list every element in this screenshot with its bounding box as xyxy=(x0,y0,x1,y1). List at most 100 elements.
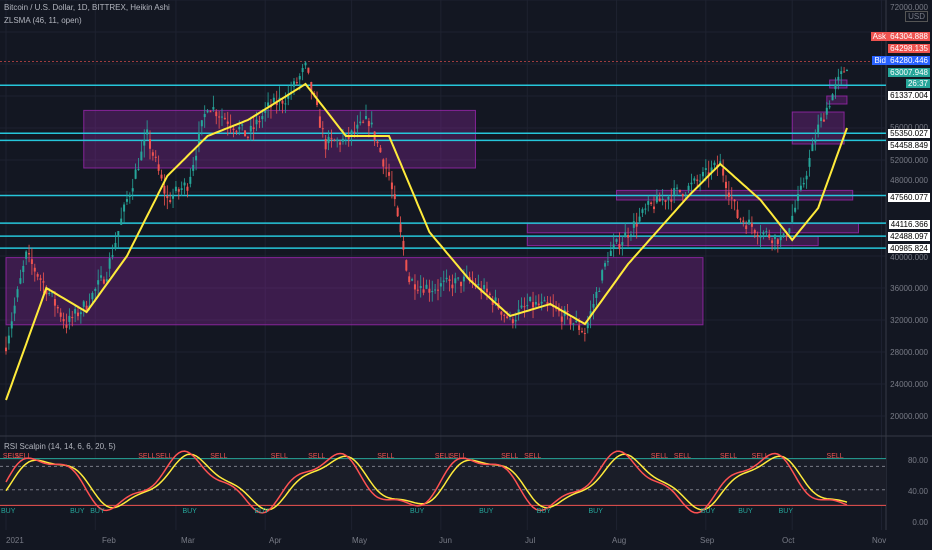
sell-signal: SELL xyxy=(210,453,227,460)
candle-body xyxy=(160,174,163,179)
candle-body xyxy=(295,82,298,84)
candle-body xyxy=(22,265,25,273)
candle-body xyxy=(223,117,226,120)
candle-body xyxy=(163,186,166,194)
candle-body xyxy=(218,116,221,118)
candle-body xyxy=(460,281,463,287)
candle-body xyxy=(635,223,638,227)
candle-body xyxy=(422,289,425,293)
level-tag: 44116.366 xyxy=(888,220,930,229)
candle-body xyxy=(661,198,664,201)
candle-body xyxy=(264,109,267,113)
candle-body xyxy=(97,280,100,285)
candle-body xyxy=(324,139,327,150)
zlsma-line xyxy=(5,82,848,401)
candle-body xyxy=(612,244,615,248)
candle-body xyxy=(632,221,635,228)
candle-body xyxy=(753,230,756,234)
candle-body xyxy=(131,188,134,192)
candle-body xyxy=(768,234,771,238)
candle-body xyxy=(771,240,774,244)
candle-body xyxy=(713,162,716,166)
candle-body xyxy=(267,102,270,107)
price-tick: 40000.000 xyxy=(890,253,928,262)
candle-body xyxy=(776,239,779,244)
candle-body xyxy=(529,296,532,302)
buy-signal: BUY xyxy=(589,508,604,515)
candle-body xyxy=(428,288,431,293)
sell-signal: SELL xyxy=(524,453,541,460)
candle-body xyxy=(82,301,85,307)
zlsma-indicator-label[interactable]: ZLSMA (46, 11, open) xyxy=(4,16,82,25)
candle-body xyxy=(756,234,759,237)
candle-body xyxy=(7,335,10,344)
candle-body xyxy=(471,280,474,282)
candle-body xyxy=(503,314,506,316)
level-tag: 42488.097 xyxy=(888,232,930,241)
candle-body xyxy=(434,289,437,291)
candle-body xyxy=(581,331,583,333)
candle-body xyxy=(773,234,776,239)
candle-body xyxy=(347,136,350,139)
candle-body xyxy=(451,284,454,289)
candle-body xyxy=(537,303,540,306)
candle-body xyxy=(762,232,765,235)
candle-body xyxy=(791,215,794,223)
candle-body xyxy=(388,172,391,176)
candle-body xyxy=(105,279,108,282)
candle-body xyxy=(174,186,177,192)
candle-body xyxy=(172,195,175,199)
buy-signal: BUY xyxy=(701,508,716,515)
candle-body xyxy=(365,116,367,119)
candle-body xyxy=(782,233,785,236)
candle-body xyxy=(304,62,307,66)
candle-body xyxy=(25,251,28,259)
level-tag: 40985.824 xyxy=(888,244,930,253)
candle-body xyxy=(802,182,805,185)
candle-body xyxy=(598,290,601,292)
candle-body xyxy=(226,121,229,124)
candle-body xyxy=(437,289,439,291)
candle-body xyxy=(143,139,146,146)
ask-price-tag: 64304.888 xyxy=(888,32,930,41)
candle-body xyxy=(609,250,612,256)
candle-body xyxy=(750,223,753,227)
candle-body xyxy=(532,302,535,308)
candle-body xyxy=(244,130,247,137)
sell-signal: SELL xyxy=(14,453,31,460)
buy-signal: BUY xyxy=(70,508,85,515)
candle-body xyxy=(583,333,586,335)
candle-body xyxy=(699,180,702,182)
price-tick: 32000.000 xyxy=(890,316,928,325)
candle-body xyxy=(367,121,370,127)
candle-body xyxy=(393,194,396,200)
candle-body xyxy=(19,278,22,284)
candle-body xyxy=(494,297,497,302)
candle-body xyxy=(382,159,385,167)
candle-body xyxy=(592,304,595,308)
candle-body xyxy=(166,195,169,199)
candle-body xyxy=(745,225,748,230)
candle-body xyxy=(169,200,172,203)
candle-body xyxy=(108,258,111,269)
last-price-tag: 63007.948 xyxy=(888,68,930,77)
currency-label[interactable]: USD xyxy=(905,11,928,22)
candle-body xyxy=(690,182,693,185)
candle-body xyxy=(814,140,817,143)
candle-body xyxy=(293,81,295,87)
candle-body xyxy=(137,169,140,171)
buy-signal: BUY xyxy=(479,508,494,515)
candle-body xyxy=(520,305,523,308)
candle-body xyxy=(212,107,215,110)
candle-body xyxy=(820,117,823,122)
candle-body xyxy=(221,116,223,118)
symbol-title[interactable]: Bitcoin / U.S. Dollar, 1D, BITTREX, Heik… xyxy=(4,3,170,12)
buy-signal: BUY xyxy=(410,508,425,515)
candle-body xyxy=(831,94,834,101)
sell-signal: SELL xyxy=(720,453,737,460)
candle-body xyxy=(606,261,609,263)
rsi-indicator-label[interactable]: RSI Scalpin (14, 14, 6, 6, 20, 5) xyxy=(4,442,116,451)
sell-signal: SELL xyxy=(449,453,466,460)
candle-body xyxy=(647,201,650,205)
